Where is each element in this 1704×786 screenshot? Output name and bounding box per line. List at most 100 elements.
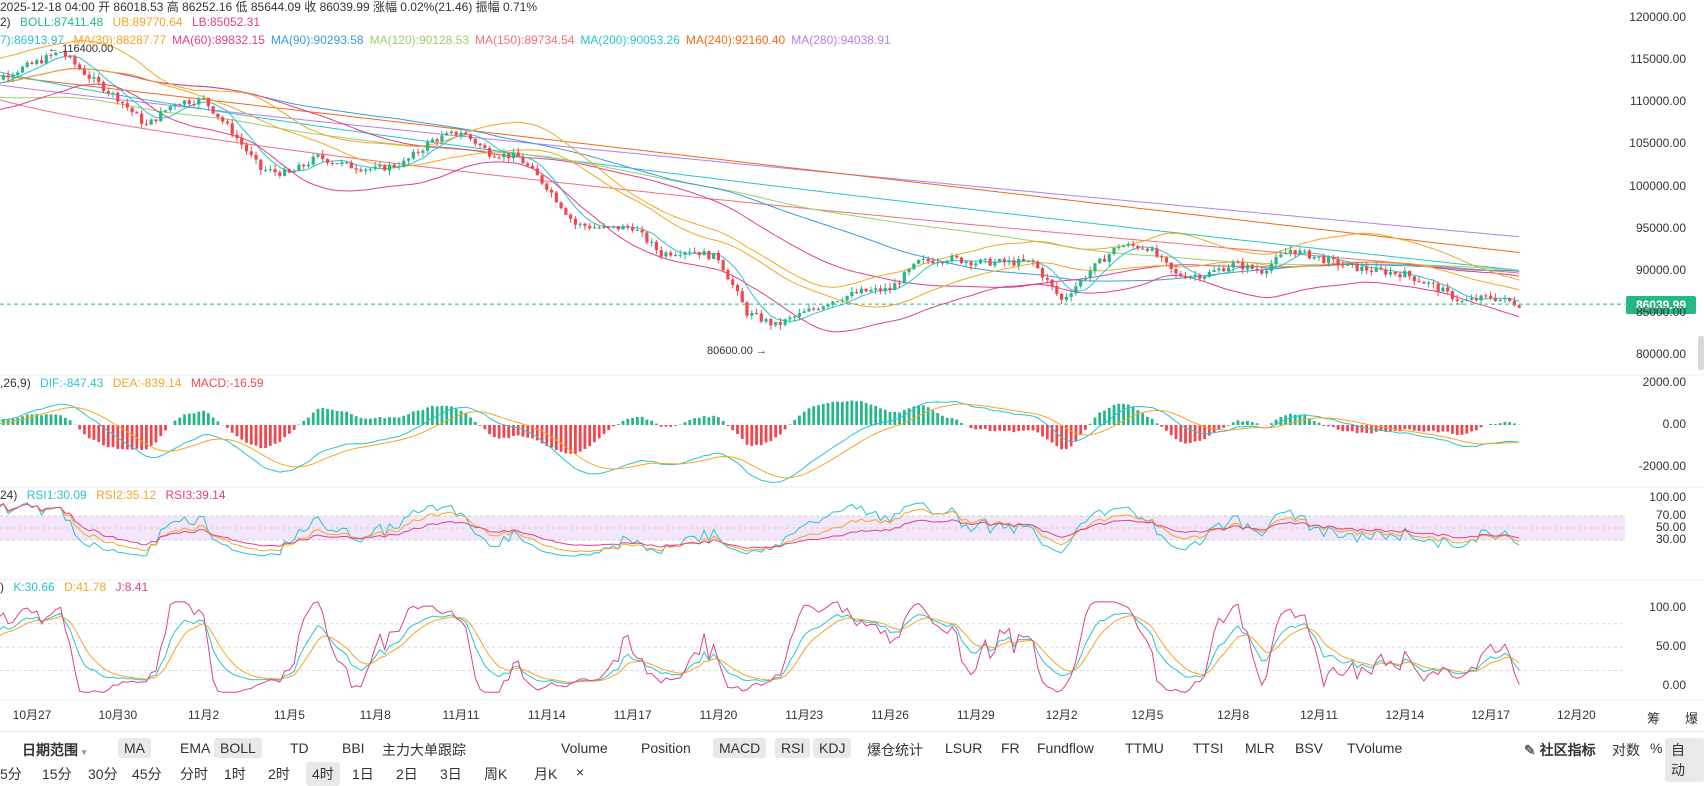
sub-indicator-1[interactable]: Position [635,738,697,758]
interval-1[interactable]: 15分 [36,762,78,786]
macd-histogram-bar [793,420,796,425]
candle-body [1222,269,1225,272]
interval-11[interactable]: 周K [478,762,513,786]
main-indicator-0[interactable]: MA [118,738,151,758]
macd-histogram-bar [283,425,286,437]
macd-histogram-bar [789,424,792,425]
candle-body [769,319,772,325]
macd-histogram-bar [1218,425,1221,429]
log-scale-toggle[interactable]: 对数 [1606,738,1646,762]
interval-2[interactable]: 30分 [82,762,124,786]
candle-body [431,139,434,142]
candle-body [26,63,29,67]
main-indicator-2[interactable]: BOLL [214,738,262,758]
macd-histogram-bar [998,425,1001,430]
candle-body [545,184,548,190]
sub-indicator-6[interactable]: LSUR [939,738,988,758]
candle-body [540,175,543,183]
macd-histogram-bar [193,413,196,425]
candle-body [1241,262,1244,269]
sub-indicator-11[interactable]: MLR [1239,738,1281,758]
interval-8[interactable]: 1日 [346,762,380,786]
candle-body [1189,276,1192,278]
interval-7[interactable]: 4时 [306,762,340,786]
macd-histogram-bar [21,416,24,425]
macd-histogram-bar [1094,418,1097,425]
ma280-line [0,81,1519,237]
candle-body [417,152,420,153]
community-indicator-button[interactable]: ✎ 社区指标 [1518,738,1602,762]
time-tick-label: 12月2 [1046,706,1078,723]
sub-indicator-5[interactable]: 爆仓统计 [861,738,929,762]
interval-0[interactable]: 5分 [0,762,28,786]
sub-indicator-4[interactable]: KDJ [813,738,851,758]
liquidation-tag[interactable]: 爆 [1685,708,1698,727]
candle-body [612,226,615,227]
macd-histogram-bar [1032,425,1035,430]
sub-indicator-9[interactable]: TTMU [1119,738,1170,758]
macd-histogram-bar [1322,425,1325,426]
sub-indicator-7[interactable]: FR [995,738,1026,758]
candle-body [1093,263,1096,271]
sub-indicator-8[interactable]: Fundflow [1031,738,1100,758]
ma-legend-item: MA(150):89734.54 [475,33,574,47]
interval-10[interactable]: 3日 [434,762,468,786]
candle-body [950,256,953,261]
interval-13[interactable]: × [570,762,590,782]
sub-indicator-12[interactable]: BSV [1289,738,1329,758]
sub-indicator-0[interactable]: Volume [555,738,614,758]
macd-histogram-bar [240,425,243,440]
sub-indicator-10[interactable]: TTSI [1187,738,1229,758]
candle-body [1327,257,1330,263]
macd-histogram-bar [1013,425,1016,432]
ma30-line [0,69,1519,307]
candle-body [1284,253,1287,254]
candle-body [1513,301,1516,305]
sub-indicator-2[interactable]: MACD [713,738,766,758]
candle-body [650,242,653,243]
candle-body [221,117,224,121]
interval-12[interactable]: 月K [528,762,563,786]
interval-4[interactable]: 分时 [174,762,214,786]
interval-3[interactable]: 45分 [126,762,168,786]
ma7-line [0,56,1519,322]
candle-body [1236,262,1239,263]
macd-histogram-bar [183,414,186,425]
candle-body [1437,284,1440,292]
macd-histogram-bar [150,425,153,446]
candle-body [1294,250,1297,254]
interval-6[interactable]: 2时 [262,762,296,786]
macd-histogram-bar [245,425,248,443]
date-range-button[interactable]: 日期范围 ▾ [16,738,92,762]
main-indicator-4[interactable]: BBI [336,738,371,758]
candle-body [154,119,157,121]
macd-histogram-bar [1394,425,1397,431]
ma-legend-item: MA(200):90053.26 [580,33,679,47]
candle-body [192,104,195,105]
candle-body [512,153,515,159]
main-indicator-1[interactable]: EMA [174,738,216,758]
sub-indicator-3[interactable]: RSI [775,738,810,758]
candle-body [102,82,105,91]
macd-histogram-bar [236,425,239,436]
candle-body [965,262,968,263]
macd-histogram-bar [593,425,596,442]
candle-body [922,259,925,260]
sub-indicator-13[interactable]: TVolume [1341,738,1408,758]
macd-histogram-bar [798,416,801,425]
candle-body [946,261,949,263]
main-indicator-5[interactable]: 主力大单跟踪 [376,738,472,762]
candle-body [888,288,891,290]
candle-body [1308,250,1311,258]
macd-histogram-bar [555,425,558,450]
main-indicator-3[interactable]: TD [284,738,315,758]
candle-body [1270,264,1273,271]
candle-body [826,305,829,307]
chip-tag[interactable]: 筹 [1647,708,1660,727]
macd-histogram-bar [1361,425,1364,433]
interval-5[interactable]: 1时 [218,762,252,786]
ma90-line [0,69,1519,282]
candle-body [69,57,72,58]
candle-body [1193,275,1196,276]
interval-9[interactable]: 2日 [390,762,424,786]
